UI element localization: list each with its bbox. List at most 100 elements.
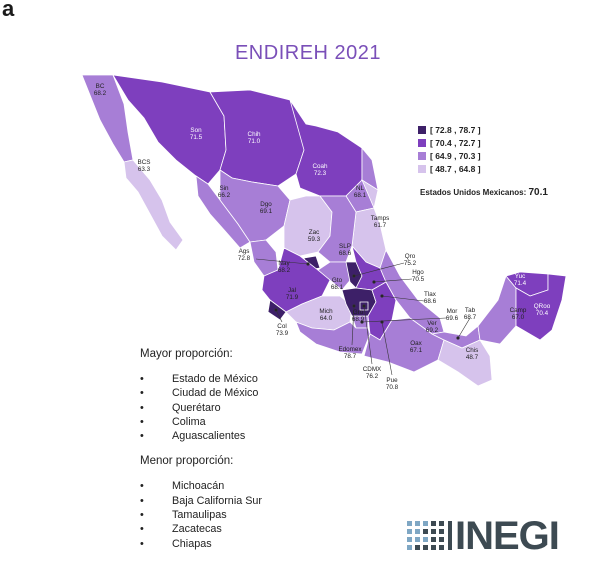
state-abbr-col: Col [277, 323, 286, 330]
state-abbr-mich: Mich [319, 308, 333, 315]
state-value-ags: 72.8 [238, 255, 251, 262]
state-abbr-chis: Chis [466, 347, 479, 354]
state-value-gto: 68.1 [331, 284, 344, 291]
list-item: Querétaro [140, 401, 262, 416]
legend-label-4: [ 48.7 , 64.8 ] [430, 163, 481, 174]
leader-line-hgo [373, 278, 413, 283]
state-abbr-bc: BC [96, 83, 105, 90]
state-value-jal: 71.9 [286, 294, 299, 301]
state-value-cdmx: 76.2 [366, 373, 379, 380]
list-item: Ciudad de México [140, 386, 262, 401]
leader-line-cdmx [363, 305, 373, 365]
legend-label-2: [ 70.4 , 72.7 ] [430, 137, 481, 148]
state-abbr-edomex: Edomex [338, 346, 362, 353]
list-item: Colima [140, 415, 262, 430]
state-abbr-ags: Ags [239, 248, 250, 255]
state-value-nl: 68.1 [354, 192, 367, 199]
state-abbr-mor: Mor [447, 308, 458, 315]
state-nay [249, 239, 279, 277]
state-abbr-tab: Tab [465, 307, 476, 314]
state-value-oax: 67.1 [410, 347, 423, 354]
state-value-yuc: 71.4 [514, 280, 527, 287]
state-abbr-jal: Jal [288, 287, 296, 294]
state-abbr-cdmx: CDMX [363, 366, 382, 373]
state-abbr-slp: SLP [339, 243, 351, 250]
state-qroo [515, 273, 567, 341]
state-value-mich: 64.0 [320, 315, 333, 322]
state-abbr-gro: Gro [353, 309, 364, 316]
state-value-qroo: 70.4 [536, 310, 549, 317]
state-jal [261, 247, 331, 313]
state-value-col: 73.9 [276, 330, 289, 337]
leader-dot-edomex [352, 304, 356, 308]
state-abbr-qro: Qro [405, 253, 416, 260]
state-abbr-nl: NL [356, 185, 365, 192]
list-item: Michoacán [140, 479, 262, 494]
legend-swatch-3 [418, 151, 426, 160]
state-abbr-tlax: Tlax [424, 291, 437, 298]
ranking-lists: Mayor proporción: Estado de México Ciuda… [140, 348, 262, 563]
legend-item-1: [ 72.8 , 78.7 ] [418, 123, 481, 136]
list-item: Estado de México [140, 372, 262, 387]
state-value-nay: 68.2 [278, 267, 291, 274]
leader-dot-pue [380, 320, 384, 324]
state-abbr-tamps: Tamps [371, 215, 390, 222]
state-value-tlax: 68.6 [424, 298, 437, 305]
legend: [ 72.8 , 78.7 ] [ 70.4 , 72.7 ] [ 64.9 ,… [418, 123, 481, 175]
menor-list: Michoacán Baja California Sur Tamaulipas… [140, 479, 262, 551]
legend-label-1: [ 72.8 , 78.7 ] [430, 124, 481, 135]
state-abbr-zac: Zac [309, 229, 320, 236]
legend-swatch-2 [418, 138, 426, 147]
leader-line-edomex [351, 305, 355, 346]
state-abbr-son: Son [190, 127, 202, 134]
list-item: Aguascalientes [140, 429, 262, 444]
legend-item-2: [ 70.4 , 72.7 ] [418, 136, 481, 149]
state-value-bcs: 63.3 [138, 166, 151, 173]
state-abbr-camp: Camp [510, 307, 527, 314]
state-value-zac: 59.3 [308, 236, 321, 243]
state-abbr-coah: Coah [312, 163, 328, 170]
state-value-hgo: 70.5 [412, 276, 425, 283]
list-item: Zacatecas [140, 522, 262, 537]
state-abbr-dgo: Dgo [260, 201, 272, 208]
mayor-list: Estado de México Ciudad de México Querét… [140, 372, 262, 444]
leader-dot-tlax [380, 294, 384, 298]
state-abbr-nay: Nay [278, 260, 290, 267]
state-value-dgo: 69.1 [260, 208, 273, 215]
state-abbr-hgo: Hgo [412, 269, 424, 276]
state-value-son: 71.5 [190, 134, 203, 141]
leader-line-qro [353, 262, 405, 277]
state-value-edomex: 78.7 [344, 353, 357, 360]
state-value-chis: 48.7 [466, 354, 479, 361]
leader-line-ags [255, 258, 309, 265]
national-value: 70.1 [528, 187, 548, 198]
state-value-coah: 72.3 [314, 170, 327, 177]
state-abbr-chih: Chih [248, 131, 261, 138]
legend-swatch-4 [418, 164, 426, 173]
state-value-slp: 68.6 [339, 250, 352, 257]
leader-dot-tab [456, 336, 460, 340]
state-value-pue: 70.8 [386, 384, 399, 391]
leader-line-pue [381, 321, 393, 376]
state-abbr-qroo: QRoo [534, 303, 551, 310]
leader-line-tlax [381, 295, 425, 302]
state-chis [437, 339, 493, 387]
state-abbr-ver: Ver [427, 320, 436, 327]
legend-item-4: [ 48.7 , 64.8 ] [418, 162, 481, 175]
state-abbr-pue: Pue [386, 377, 398, 384]
state-value-chih: 71.0 [248, 138, 261, 145]
logo-text: INEGI [455, 514, 560, 558]
state-bcs [123, 159, 184, 251]
leader-line-tab [457, 317, 471, 339]
leader-dot-mor [360, 320, 364, 324]
state-value-tab: 68.7 [464, 314, 477, 321]
state-value-tamps: 61.7 [374, 222, 387, 229]
state-value-ver: 69.2 [426, 327, 439, 334]
leader-dot-ags [306, 262, 310, 266]
inegi-dots-icon [407, 520, 452, 550]
leader-dot-col [274, 308, 278, 312]
state-abbr-yuc: Yuc [515, 273, 526, 280]
state-value-sin: 66.2 [218, 192, 231, 199]
legend-label-3: [ 64.9 , 70.3 ] [430, 150, 481, 161]
